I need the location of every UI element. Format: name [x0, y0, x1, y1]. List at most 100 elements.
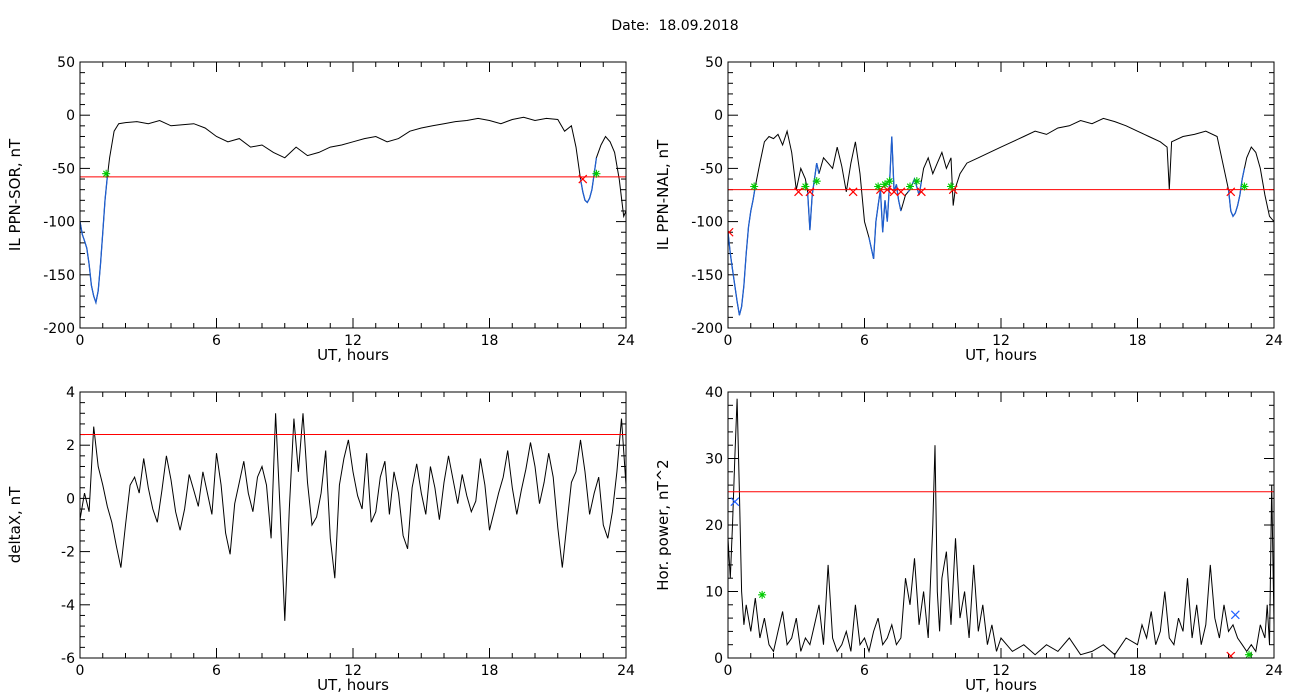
- x-tick-label: 0: [76, 333, 85, 349]
- x-axis-label: UT, hours: [317, 676, 389, 694]
- x-tick-label: 12: [992, 333, 1010, 349]
- event-cross-marker: [728, 227, 734, 237]
- y-tick-label: -100: [691, 215, 723, 231]
- highlight-segment: [80, 176, 108, 305]
- event-star-marker: [1244, 650, 1253, 658]
- y-tick-label: 10: [705, 585, 723, 601]
- y-axis-label: deltaX, nT: [6, 486, 24, 563]
- x-tick-label: 24: [617, 663, 635, 679]
- x-tick-label: 0: [724, 333, 733, 349]
- x-tick-label: 6: [212, 333, 221, 349]
- x-tick-label: 18: [1129, 333, 1147, 349]
- x-tick-label: 6: [860, 663, 869, 679]
- event-star-marker: [880, 180, 889, 189]
- x-tick-label: 18: [481, 333, 499, 349]
- y-axis-label: IL PPN-SOR, nT: [6, 138, 24, 251]
- highlight-segment: [868, 136, 902, 259]
- y-tick-label: -6: [61, 651, 75, 667]
- event-star-marker: [874, 182, 883, 191]
- x-tick-label: 0: [724, 663, 733, 679]
- plot-area: [80, 413, 626, 621]
- y-tick-label: 0: [66, 108, 75, 124]
- event-cross-marker-blue: [1230, 610, 1240, 620]
- y-tick-label: -200: [691, 321, 723, 337]
- x-tick-label: 12: [992, 663, 1010, 679]
- x-tick-label: 18: [481, 663, 499, 679]
- y-tick-label: 2: [66, 438, 75, 454]
- series-line: [80, 116, 626, 305]
- y-tick-label: 30: [705, 452, 723, 468]
- y-axis-label: IL PPN-NAL, nT: [654, 139, 672, 250]
- event-star-marker: [906, 182, 914, 191]
- plot-frame: [79, 391, 627, 659]
- y-tick-label: -200: [43, 321, 75, 337]
- x-tick-label: 18: [1129, 663, 1147, 679]
- x-tick-label: 0: [76, 663, 85, 679]
- event-star-marker: [912, 177, 921, 186]
- series-line: [728, 117, 1274, 316]
- chart-panel-4: 0 6 12 18 24 0 10 20 30 40 UT, hours Hor. power, nT…: [654, 385, 1283, 694]
- event-cross-marker: [916, 187, 926, 197]
- chart-panel-1: 0 6 12 18 24 -200 -150 -100 -50 0 50 UT, hours IL PP…: [6, 55, 635, 364]
- y-tick-label: 0: [714, 108, 723, 124]
- event-star-marker: [102, 169, 111, 178]
- plot-area: [728, 398, 1274, 658]
- x-axis-label: UT, hours: [965, 346, 1037, 364]
- highlight-segment: [728, 186, 756, 316]
- x-tick-label: 12: [344, 663, 362, 679]
- event-star-marker: [885, 177, 894, 186]
- x-tick-label: 6: [212, 663, 221, 679]
- event-cross-marker: [1226, 651, 1236, 658]
- event-cross-marker: [848, 187, 858, 197]
- y-tick-label: -150: [43, 268, 75, 284]
- chart-panel-2: 0 6 12 18 24 -200 -150 -100 -50 0 50 UT, hours IL PP…: [654, 55, 1283, 364]
- y-tick-label: 20: [705, 518, 723, 534]
- highlight-segment: [806, 162, 820, 231]
- y-tick-label: -100: [43, 215, 75, 231]
- x-axis-label: UT, hours: [317, 346, 389, 364]
- plot-area: [728, 117, 1274, 316]
- event-star-marker: [946, 182, 955, 191]
- series-line: [728, 398, 1274, 656]
- y-tick-label: 50: [57, 55, 75, 71]
- event-star-marker: [812, 177, 821, 186]
- x-tick-label: 24: [1265, 663, 1283, 679]
- y-axis-label: Hor. power, nT^2: [654, 459, 672, 590]
- y-tick-label: -2: [61, 545, 75, 561]
- event-cross-marker: [889, 187, 899, 197]
- event-star-marker: [592, 169, 601, 178]
- event-cross-marker: [896, 187, 906, 197]
- event-star-marker: [750, 182, 759, 191]
- event-cross-marker: [1226, 187, 1236, 197]
- y-tick-label: 4: [66, 385, 75, 401]
- y-tick-label: -50: [700, 161, 723, 177]
- plot-frame: [79, 61, 627, 329]
- plot-frame: [727, 61, 1275, 329]
- highlight-segment: [579, 157, 598, 204]
- x-tick-label: 24: [1265, 333, 1283, 349]
- event-star-marker: [801, 182, 810, 191]
- x-tick-label: 6: [860, 333, 869, 349]
- y-tick-label: 0: [714, 651, 723, 667]
- x-tick-label: 12: [344, 333, 362, 349]
- y-tick-label: 50: [705, 55, 723, 71]
- y-tick-label: 0: [66, 491, 75, 507]
- highlight-segment: [1227, 168, 1246, 218]
- event-cross-marker-blue: [730, 497, 740, 507]
- x-axis-label: UT, hours: [965, 676, 1037, 694]
- x-tick-label: 24: [617, 333, 635, 349]
- y-tick-label: -4: [61, 598, 75, 614]
- event-star-marker: [1240, 182, 1249, 191]
- plot-frame: [727, 391, 1275, 659]
- y-tick-label: 40: [705, 385, 723, 401]
- event-cross-marker: [578, 174, 588, 184]
- plot-area: [80, 116, 626, 305]
- page-title: Date: 18.09.2018: [611, 18, 739, 34]
- event-cross-marker: [794, 187, 803, 197]
- y-tick-label: -50: [52, 161, 75, 177]
- series-line: [80, 413, 626, 621]
- event-star-marker: [758, 590, 767, 599]
- y-tick-label: -150: [691, 268, 723, 284]
